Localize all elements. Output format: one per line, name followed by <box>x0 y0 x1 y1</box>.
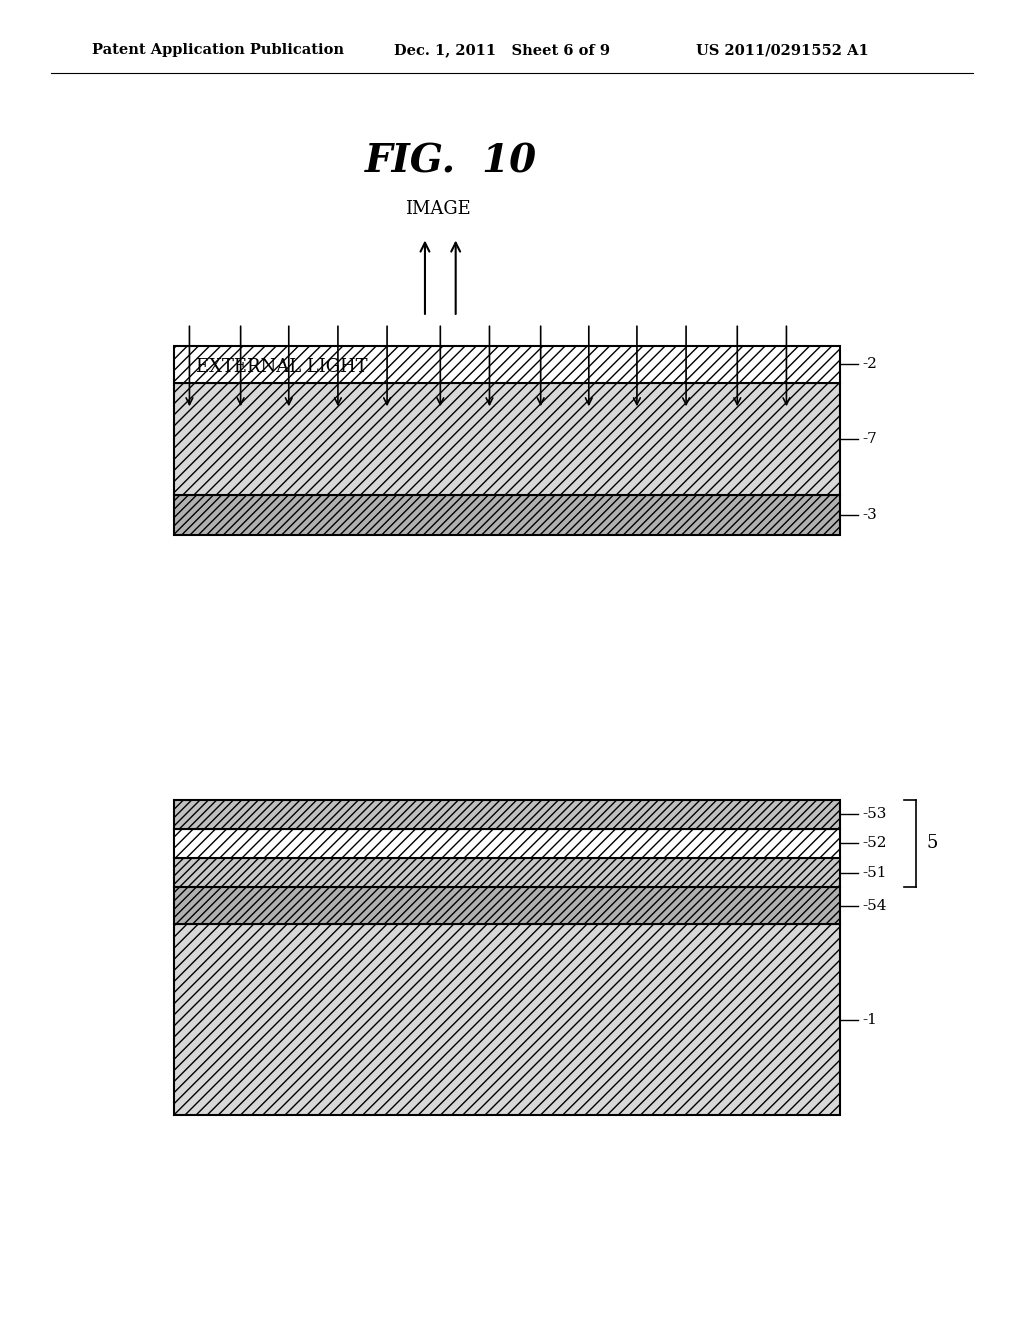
Text: -2: -2 <box>862 358 878 371</box>
Bar <box>174 800 840 829</box>
Bar <box>174 495 840 535</box>
Text: US 2011/0291552 A1: US 2011/0291552 A1 <box>696 44 869 57</box>
Bar <box>174 383 840 495</box>
Text: Dec. 1, 2011   Sheet 6 of 9: Dec. 1, 2011 Sheet 6 of 9 <box>394 44 610 57</box>
Text: -1: -1 <box>862 1012 878 1027</box>
Text: -53: -53 <box>862 808 887 821</box>
Text: EXTERNAL LIGHT: EXTERNAL LIGHT <box>196 358 368 376</box>
Bar <box>174 829 840 858</box>
Text: -52: -52 <box>862 837 887 850</box>
Text: -51: -51 <box>862 866 887 879</box>
Bar <box>174 346 840 383</box>
Text: -54: -54 <box>862 899 887 912</box>
Text: -7: -7 <box>862 432 877 446</box>
Text: FIG.  10: FIG. 10 <box>365 143 537 180</box>
Text: Patent Application Publication: Patent Application Publication <box>92 44 344 57</box>
Text: 5: 5 <box>927 834 938 853</box>
Bar <box>174 887 840 924</box>
Text: IMAGE: IMAGE <box>406 199 471 218</box>
Bar <box>174 858 840 887</box>
Bar <box>174 924 840 1115</box>
Text: -3: -3 <box>862 508 877 521</box>
